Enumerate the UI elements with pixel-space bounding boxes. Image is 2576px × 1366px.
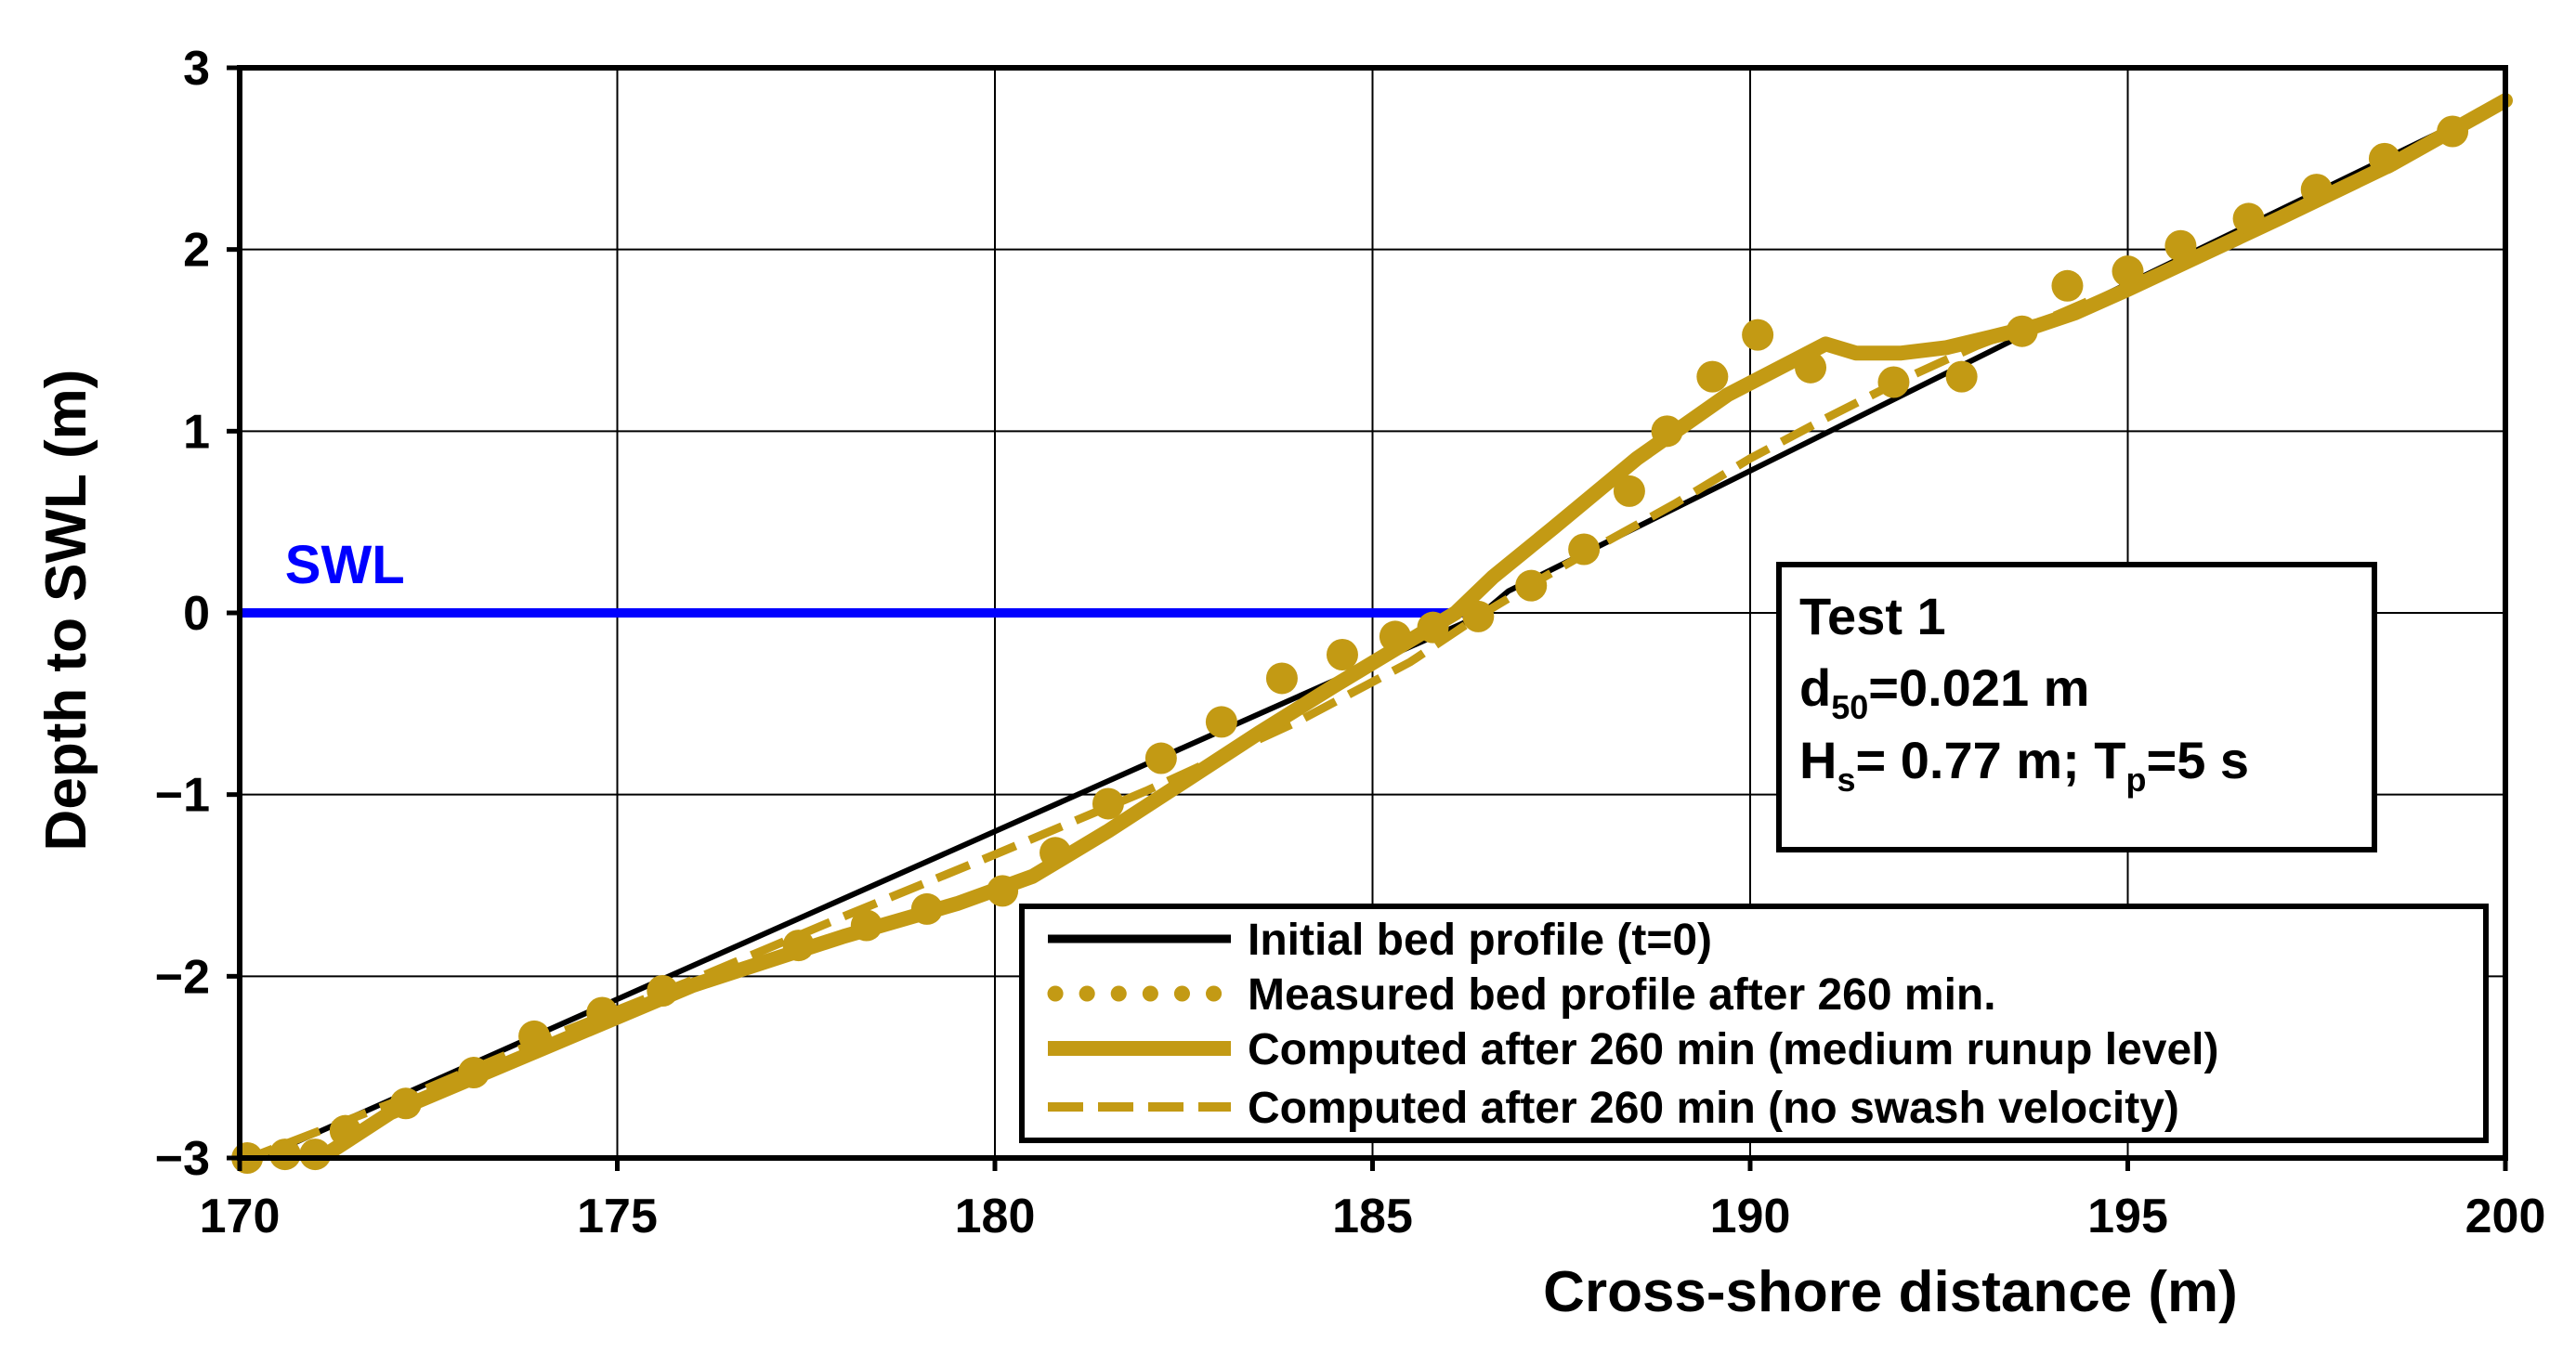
legend-frame <box>1019 904 2489 1143</box>
measured-point <box>1092 787 1124 820</box>
measured-point <box>2164 229 2197 262</box>
series-group <box>231 93 2513 1174</box>
info-tp-rest: =5 s <box>2147 731 2250 789</box>
measured-point <box>1417 611 1449 644</box>
x-tick-label: 200 <box>2465 1190 2546 1243</box>
x-tick-label: 185 <box>1332 1190 1413 1243</box>
measured-point <box>329 1114 361 1147</box>
measured-point <box>1568 533 1601 566</box>
info-hs-main: H <box>1799 731 1837 789</box>
measured-point <box>1462 600 1495 632</box>
y-tick-label: 0 <box>183 587 210 641</box>
measured-point <box>2300 174 2333 206</box>
measured-point <box>647 974 679 1007</box>
swl-group: SWL <box>240 535 1464 618</box>
info-tp-sub: p <box>2126 761 2147 799</box>
series-computed-medium-runup <box>307 93 2513 1169</box>
legend-label-initial: Initial bed profile (t=0) <box>1248 916 1712 965</box>
y-tick-label: −2 <box>155 950 210 1004</box>
legend-label-computed: Computed after 260 min (medium runup lev… <box>1248 1025 2219 1074</box>
measured-point <box>1379 620 1411 653</box>
measured-point <box>1742 319 1774 351</box>
measured-point <box>782 930 815 962</box>
measured-point <box>2368 142 2400 175</box>
swl-label: SWL <box>285 535 405 595</box>
measured-point <box>1613 475 1645 507</box>
measured-point <box>1877 366 1910 398</box>
measured-point <box>1265 662 1298 695</box>
measured-point <box>987 875 1019 907</box>
info-d50-sub: 50 <box>1831 688 1868 726</box>
measured-point <box>2232 202 2265 235</box>
x-tick-label: 175 <box>577 1190 658 1243</box>
measured-point <box>1326 639 1358 671</box>
measured-point <box>2006 315 2038 347</box>
y-tick-label: 3 <box>183 42 210 96</box>
measured-point <box>1205 706 1237 738</box>
x-tick-label: 190 <box>1710 1190 1791 1243</box>
x-tick-label: 195 <box>2087 1190 2168 1243</box>
measured-point <box>1795 351 1827 384</box>
measured-point <box>2112 255 2144 288</box>
info-hs-rest: = 0.77 m; T <box>1855 731 2125 789</box>
measured-point <box>458 1057 490 1089</box>
info-d50-rest: =0.021 m <box>1868 658 2089 717</box>
x-axis-label: Cross-shore distance (m) <box>1543 1260 2238 1324</box>
measured-point <box>1144 742 1177 774</box>
info-hs-sub: s <box>1837 761 1855 799</box>
measured-point <box>1945 360 1978 393</box>
measured-point <box>2437 115 2469 148</box>
y-axis-label: Depth to SWL (m) <box>34 370 98 852</box>
y-tick-label: −3 <box>155 1132 210 1186</box>
x-tick-label: 170 <box>200 1190 281 1243</box>
y-tick-label: 1 <box>183 405 210 459</box>
y-tick-labels: 3 2 1 0 −1 −2 −3 <box>155 42 240 1186</box>
measured-point <box>586 996 619 1029</box>
legend: Initial bed profile (t=0) Measured bed p… <box>1019 904 2489 1143</box>
measured-point <box>1515 569 1548 602</box>
measured-point <box>2051 269 2084 302</box>
measured-point <box>1040 837 1072 869</box>
measured-point <box>850 909 883 942</box>
measured-point <box>1696 360 1729 393</box>
measured-point <box>1651 415 1683 448</box>
measured-point <box>518 1020 551 1052</box>
info-box-frame <box>1776 562 2377 852</box>
info-box: Test 1 d50=0.021 m Hs= 0.77 m; Tp=5 s <box>1776 562 2377 852</box>
info-test-label: Test 1 <box>1799 587 1946 645</box>
y-tick-label: 2 <box>183 224 210 278</box>
y-tick-label: −1 <box>155 769 210 823</box>
measured-point <box>268 1138 301 1171</box>
measured-point <box>299 1138 332 1171</box>
info-d50: d50=0.021 m <box>1799 658 2089 726</box>
info-d50-main: d <box>1799 658 1831 717</box>
x-tick-label: 180 <box>955 1190 1036 1243</box>
legend-label-noswash: Computed after 260 min (no swash velocit… <box>1248 1084 2179 1133</box>
info-line1: Test 1 <box>1799 587 1946 645</box>
x-tick-labels: 170 175 180 185 190 195 200 <box>200 1158 2546 1243</box>
legend-label-measured: Measured bed profile after 260 min. <box>1248 970 1996 1020</box>
measured-point <box>910 892 943 925</box>
measured-point <box>389 1087 422 1120</box>
info-hs-tp: Hs= 0.77 m; Tp=5 s <box>1799 731 2249 799</box>
